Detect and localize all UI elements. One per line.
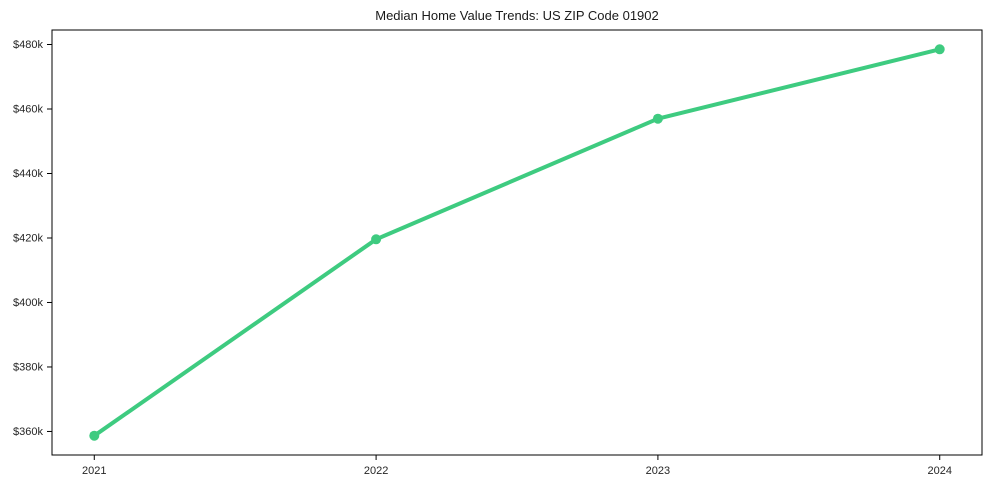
y-axis: $360k $380k $400k $420k $440k $460k $480k bbox=[13, 39, 52, 438]
y-tick-label: $400k bbox=[13, 297, 43, 309]
chart-title: Median Home Value Trends: US ZIP Code 01… bbox=[375, 8, 659, 23]
data-point-marker bbox=[934, 44, 945, 55]
y-tick-label: $480k bbox=[13, 39, 43, 51]
plot-area-border bbox=[51, 29, 983, 456]
x-tick-label: 2022 bbox=[364, 465, 388, 477]
data-point-marker bbox=[89, 430, 100, 441]
data-point-marker bbox=[652, 113, 663, 124]
y-tick-label: $420k bbox=[13, 232, 43, 244]
data-point-marker bbox=[371, 234, 382, 245]
x-axis: 2021 2022 2023 2024 bbox=[82, 455, 952, 477]
y-tick-label: $360k bbox=[13, 426, 43, 438]
series-line bbox=[92, 47, 942, 438]
y-tick-label: $440k bbox=[13, 168, 43, 180]
x-tick-label: 2024 bbox=[927, 465, 951, 477]
x-tick-label: 2023 bbox=[646, 465, 670, 477]
x-tick-label: 2021 bbox=[82, 465, 106, 477]
y-tick-label: $380k bbox=[13, 361, 43, 373]
y-tick-label: $460k bbox=[13, 104, 43, 116]
home-value-series bbox=[89, 44, 945, 441]
